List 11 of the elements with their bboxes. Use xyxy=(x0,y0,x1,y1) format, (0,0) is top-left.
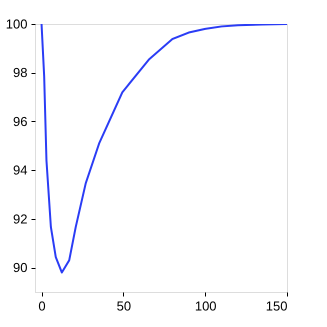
y-tick-label: 90 xyxy=(13,260,28,276)
x-tick-label: 100 xyxy=(194,298,217,314)
x-tick-label: 50 xyxy=(116,298,132,314)
x-tick-label: 0 xyxy=(38,298,46,314)
y-tick-label: 100 xyxy=(6,16,28,32)
x-tick-label: 150 xyxy=(266,298,288,314)
y-tick-label: 96 xyxy=(13,114,28,129)
y-tick-label: 98 xyxy=(13,65,28,80)
y-tick-label: 92 xyxy=(13,211,28,226)
y-tick-label: 94 xyxy=(13,162,28,178)
line-series xyxy=(40,24,287,274)
